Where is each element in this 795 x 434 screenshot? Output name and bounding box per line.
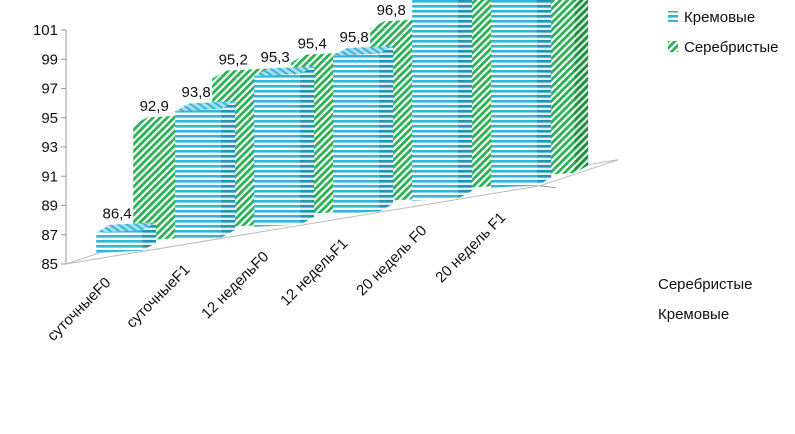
depth-label: Серебристые — [658, 276, 753, 293]
bar-0-5-front — [491, 0, 538, 188]
y-tick-label: 93 — [41, 139, 58, 156]
y-tick-label: 99 — [41, 51, 58, 68]
bar-0-2-side — [300, 66, 315, 225]
value-label-1-2: 95,4 — [298, 35, 327, 52]
category-label: суточныеF0 — [44, 274, 114, 344]
category-label: 20 недель F1 — [432, 209, 509, 286]
depth-axis-line — [539, 185, 557, 189]
bar-0-3-front — [333, 53, 380, 214]
value-label-1-0: 92,9 — [140, 98, 169, 115]
category-label: 12 недельF1 — [277, 235, 351, 309]
category-label: 20 недель F0 — [353, 222, 430, 299]
data-labels: 92,995,295,496,899,299,786,493,895,395,8… — [103, 2, 406, 223]
bar-0-3-side — [379, 45, 394, 212]
bar-0-1-side — [221, 101, 236, 238]
bar-0-1-top — [175, 101, 236, 112]
value-label-0-1: 93,8 — [182, 84, 211, 101]
legend-swatch — [668, 41, 678, 52]
value-label-1-1: 95,2 — [219, 51, 248, 68]
legend-label: Кремовые — [684, 9, 755, 26]
value-label-0-3: 95,8 — [340, 29, 369, 46]
value-label-0-2: 95,3 — [261, 49, 290, 66]
bar-0-3-top — [333, 45, 394, 56]
y-tick-label: 89 — [41, 198, 58, 215]
value-label-1-3: 96,8 — [377, 2, 406, 19]
bar-0-2-top — [254, 66, 315, 77]
depth-label: Кремовые — [658, 306, 729, 323]
plot-bars — [96, 0, 589, 253]
y-tick-label: 85 — [41, 256, 58, 273]
legend-label: Серебристые — [684, 39, 779, 56]
category-label: суточныеF1 — [123, 261, 193, 331]
legend-swatch — [668, 11, 678, 22]
bar-1-0-front — [133, 122, 180, 241]
category-label: 12 недельF0 — [198, 248, 272, 322]
depth-axis: Серебристые Кремовые — [658, 276, 753, 323]
y-tick-label: 87 — [41, 227, 58, 244]
bar-1-5-side — [574, 0, 589, 174]
bar-0-1-front — [175, 108, 222, 240]
bar-0-4-side — [458, 0, 473, 199]
bar-0-0-top — [96, 222, 157, 233]
bar-0-0-front — [96, 230, 143, 253]
value-label-0-0: 86,4 — [103, 205, 132, 222]
y-tick-label: 97 — [41, 81, 58, 98]
y-axis: 85 87 89 91 93 95 97 99 101 — [33, 22, 66, 273]
y-tick-label: 101 — [33, 22, 58, 39]
bar-0-2-front — [254, 73, 301, 227]
y-tick-label: 91 — [41, 168, 58, 185]
bar-0-5-side — [537, 0, 552, 186]
bar-0-4-front — [412, 0, 459, 201]
bar-0-0-side — [142, 222, 157, 251]
y-tick-label: 95 — [41, 110, 58, 127]
legend: Кремовые Серебристые — [668, 9, 779, 56]
